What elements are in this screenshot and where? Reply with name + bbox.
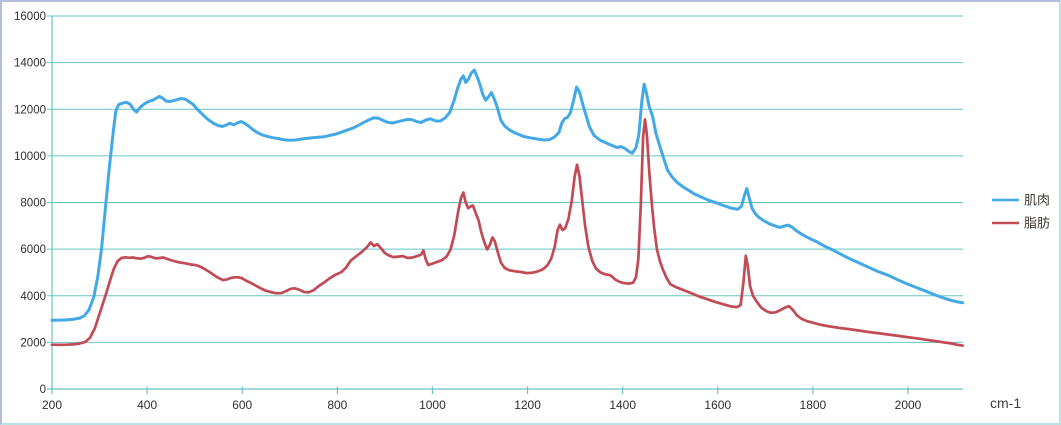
y-tick-label-4000: 4000: [20, 291, 46, 303]
y-tick-label-10000: 10000: [14, 151, 46, 163]
y-tick-label-12000: 12000: [14, 104, 46, 116]
series-line-1: [50, 68, 965, 322]
x-tick-label-400: 400: [137, 398, 157, 412]
series-line-2: [50, 118, 965, 347]
y-tick-label-8000: 8000: [20, 198, 46, 210]
x-tick-label-1200: 1200: [514, 398, 541, 412]
y-tick-label-6000: 6000: [20, 244, 46, 256]
x-tick-label-1000: 1000: [419, 398, 446, 412]
legend-label-2: 脂肪: [1024, 216, 1050, 231]
x-tick-label-2000: 2000: [895, 398, 922, 412]
x-tick-label-1400: 1400: [609, 398, 636, 412]
x-tick-label-1800: 1800: [800, 398, 827, 412]
y-tick-label-16000: 16000: [14, 11, 46, 23]
y-tick-label-2000: 2000: [20, 337, 46, 349]
x-unit-label: cm-1: [990, 395, 1021, 411]
x-tick-label-600: 600: [232, 398, 252, 412]
x-tick-label-200: 200: [42, 398, 62, 412]
x-tick-label-800: 800: [327, 398, 347, 412]
y-tick-label-14000: 14000: [14, 58, 46, 70]
legend-label-1: 肌肉: [1024, 193, 1050, 208]
x-tick-label-1600: 1600: [704, 398, 731, 412]
y-tick-label-0: 0: [40, 384, 46, 396]
